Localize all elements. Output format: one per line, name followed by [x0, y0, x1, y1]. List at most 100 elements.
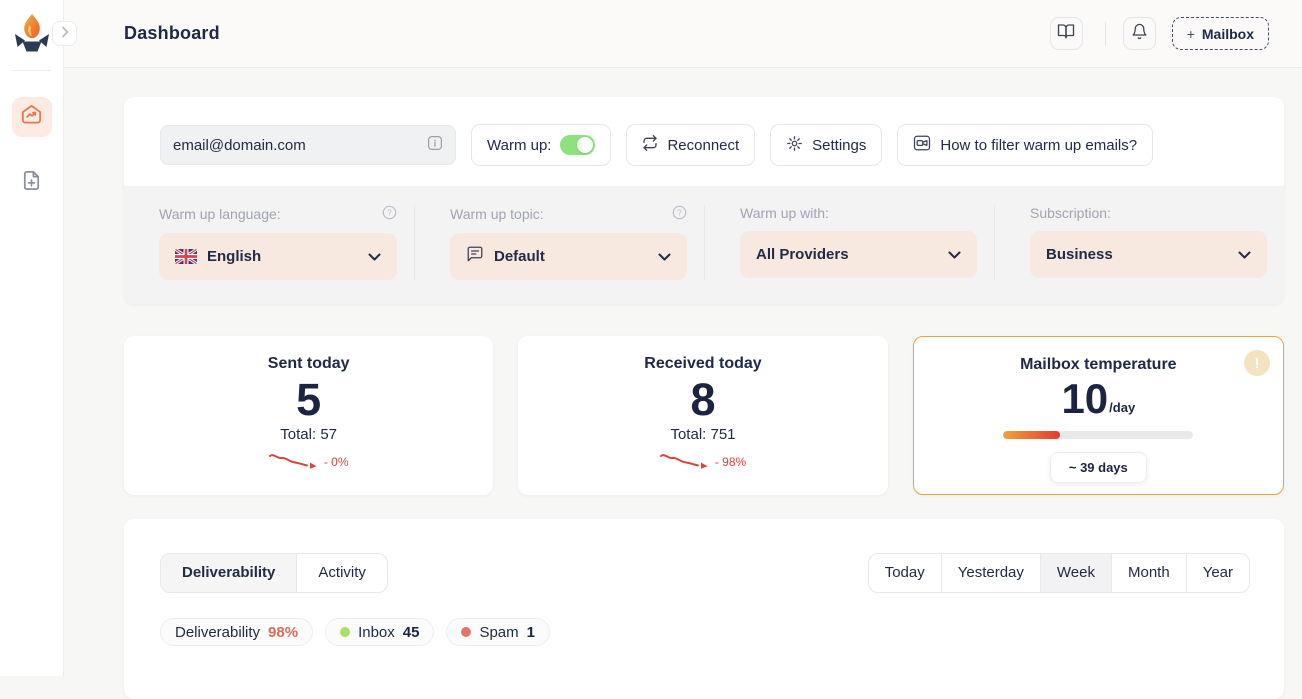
- deliverability-badge-value: 98%: [268, 623, 299, 641]
- chevron-down-icon: [658, 248, 671, 266]
- help-icon[interactable]: ?: [382, 205, 397, 223]
- howto-filter-button[interactable]: How to filter warm up emails?: [897, 124, 1154, 166]
- legend-badges: Deliverability 98% Inbox 45 Spam 1: [160, 618, 1250, 646]
- reconnect-label: Reconnect: [667, 136, 740, 154]
- chevron-right-icon: [61, 25, 69, 43]
- page-title: Dashboard: [124, 23, 220, 43]
- temperature-progress-bar: [1003, 431, 1194, 440]
- bell-icon: [1131, 23, 1148, 45]
- trend-down-sparkline-icon: [268, 451, 319, 474]
- help-icon[interactable]: ?: [672, 205, 687, 223]
- tab-activity[interactable]: Activity: [318, 564, 366, 581]
- sent-title: Sent today: [267, 355, 350, 372]
- provider-column: Warm up with: All Providers: [704, 205, 994, 280]
- notifications-button[interactable]: [1122, 17, 1156, 50]
- topic-column: Warm up topic: ? Default: [414, 205, 704, 280]
- mailbox-temperature-card: ! Mailbox temperature 10 /day ~ 39 days: [912, 336, 1284, 495]
- email-input[interactable]: email@domain.com: [160, 125, 456, 165]
- app-logo-flame-icon: [12, 12, 52, 58]
- received-total: Total: 751: [670, 425, 736, 443]
- subscription-value: Business: [1046, 246, 1113, 263]
- svg-text:?: ?: [387, 208, 392, 217]
- language-dropdown[interactable]: English: [159, 233, 397, 280]
- warmup-toggle[interactable]: [560, 135, 596, 155]
- toggle-knob: [577, 137, 594, 153]
- settings-label: Settings: [812, 136, 867, 154]
- subscription-column: Subscription: Business: [994, 205, 1284, 280]
- add-mailbox-button[interactable]: + Mailbox: [1171, 17, 1269, 50]
- spam-dot-icon: [461, 627, 472, 637]
- sidebar-collapse-button[interactable]: [52, 21, 77, 46]
- received-value: 8: [690, 374, 716, 425]
- main-content: email@domain.com Warm up:: [64, 68, 1302, 699]
- received-change: - 98%: [714, 455, 747, 469]
- inbox-badge-label: Inbox: [358, 623, 395, 641]
- mailbox-toolbar: email@domain.com Warm up:: [124, 97, 1284, 186]
- warning-icon[interactable]: !: [1243, 350, 1270, 376]
- period-yesterday[interactable]: Yesterday: [942, 554, 1041, 592]
- sidebar: [0, 0, 64, 676]
- trend-down-sparkline-icon: [659, 451, 710, 474]
- subscription-label: Subscription:: [1030, 205, 1111, 221]
- period-month[interactable]: Month: [1112, 554, 1187, 592]
- info-icon[interactable]: [427, 135, 443, 156]
- tab-deliverability[interactable]: Deliverability: [161, 554, 298, 592]
- spam-badge[interactable]: Spam 1: [446, 618, 550, 646]
- spam-badge-label: Spam: [479, 623, 519, 641]
- received-today-card: Received today 8 Total: 751 - 98%: [518, 336, 888, 495]
- temperature-title: Mailbox temperature: [1020, 356, 1177, 373]
- warning-glyph: !: [1254, 354, 1260, 372]
- topic-value: Default: [494, 248, 545, 265]
- sidebar-item-dashboard[interactable]: [11, 97, 52, 137]
- chat-icon: [466, 245, 484, 268]
- period-year[interactable]: Year: [1202, 564, 1233, 581]
- temperature-unit: /day: [1109, 400, 1136, 416]
- svg-text:?: ?: [677, 208, 682, 217]
- topic-label: Warm up topic:: [450, 206, 544, 222]
- report-panel: Deliverability Activity Today Yesterday …: [124, 519, 1284, 699]
- temperature-progress-fill: [1003, 431, 1061, 440]
- settings-button[interactable]: Settings: [770, 124, 883, 166]
- email-value: email@domain.com: [173, 136, 306, 154]
- chevron-down-icon: [368, 248, 381, 266]
- inbox-badge[interactable]: Inbox 45: [325, 618, 435, 646]
- language-label: Warm up language:: [159, 206, 281, 222]
- header: Dashboard + Mailbox: [64, 0, 1302, 68]
- language-column: Warm up language: ?: [124, 205, 414, 280]
- mailbox-card: email@domain.com Warm up:: [124, 97, 1284, 304]
- warmup-toggle-group: Warm up:: [471, 124, 612, 166]
- home-chart-icon: [20, 103, 43, 131]
- sidebar-item-add-mailbox[interactable]: [12, 163, 52, 203]
- sidebar-divider: [12, 70, 51, 71]
- sent-change: - 0%: [323, 455, 349, 469]
- file-plus-icon: [20, 169, 43, 197]
- temperature-value: 10: [1061, 375, 1109, 422]
- provider-value: All Providers: [756, 246, 849, 263]
- received-title: Received today: [644, 355, 762, 372]
- chevron-down-icon: [1238, 246, 1251, 264]
- report-tabs: Deliverability Activity: [160, 553, 388, 593]
- docs-button[interactable]: [1049, 17, 1083, 50]
- inbox-dot-icon: [340, 627, 351, 637]
- deliverability-badge-label: Deliverability: [175, 623, 261, 641]
- howto-filter-label: How to filter warm up emails?: [940, 136, 1138, 154]
- plus-icon: +: [1186, 25, 1195, 42]
- sent-total: Total: 57: [280, 425, 338, 443]
- reconnect-button[interactable]: Reconnect: [626, 124, 756, 166]
- chevron-down-icon: [948, 246, 961, 264]
- warmup-label: Warm up:: [487, 136, 552, 154]
- stats-row: Sent today 5 Total: 57 - 0% Received tod…: [124, 336, 1284, 495]
- warmup-settings-row: Warm up language: ?: [124, 186, 1284, 304]
- topic-dropdown[interactable]: Default: [450, 233, 687, 280]
- period-today[interactable]: Today: [869, 554, 942, 592]
- sent-today-card: Sent today 5 Total: 57 - 0%: [124, 336, 494, 495]
- spam-badge-value: 1: [526, 623, 535, 641]
- deliverability-badge[interactable]: Deliverability 98%: [160, 618, 314, 646]
- provider-dropdown[interactable]: All Providers: [740, 231, 977, 278]
- period-filter: Today Yesterday Week Month Year: [867, 553, 1250, 593]
- subscription-dropdown[interactable]: Business: [1030, 231, 1267, 278]
- add-mailbox-label: Mailbox: [1201, 25, 1254, 42]
- gear-icon: [786, 135, 803, 156]
- period-week[interactable]: Week: [1040, 554, 1112, 592]
- sent-value: 5: [296, 374, 322, 425]
